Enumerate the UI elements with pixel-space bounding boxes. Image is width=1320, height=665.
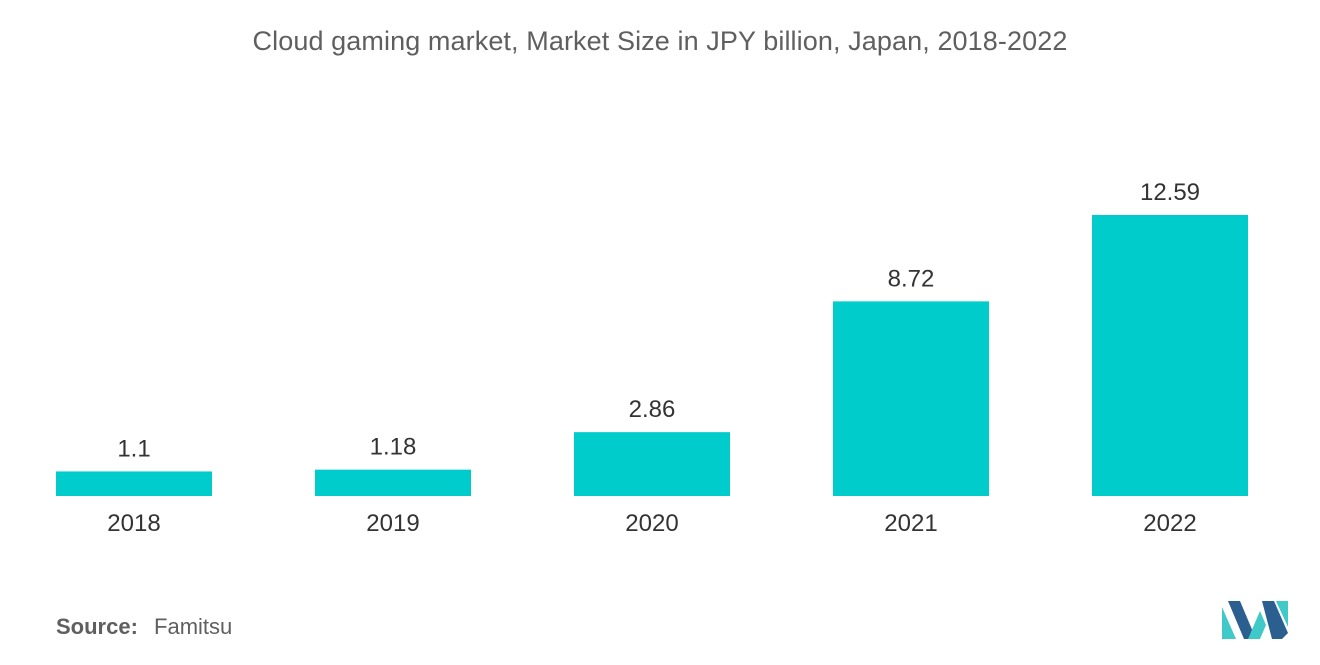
bar-2022 — [1092, 215, 1248, 496]
logo-left-stroke — [1222, 607, 1236, 639]
source-label: Source: — [56, 614, 138, 639]
bar-2019 — [315, 469, 471, 496]
data-label-2018: 1.1 — [117, 435, 150, 462]
logo-right-peak — [1262, 601, 1288, 639]
x-tick-label-2020: 2020 — [625, 510, 678, 537]
data-label-2019: 1.18 — [370, 434, 417, 461]
source-note: Source: Famitsu — [56, 614, 232, 640]
data-label-2022: 12.59 — [1140, 179, 1200, 206]
bar-chart: 1.1 2018 1.18 2019 2.86 2020 8.72 2021 12.59 2022 — [56, 179, 1248, 537]
logo-right-stroke — [1276, 601, 1288, 627]
x-tick-label-2022: 2022 — [1143, 510, 1196, 537]
x-tick-label-2021: 2021 — [884, 510, 937, 537]
logo-left-peak — [1228, 601, 1256, 639]
logo-mid-stroke — [1248, 611, 1266, 639]
x-tick-label-2019: 2019 — [366, 510, 419, 537]
data-label-2021: 8.72 — [888, 265, 935, 292]
chart-title: Cloud gaming market, Market Size in JPY … — [252, 26, 1068, 56]
brand-logo-icon — [1222, 601, 1288, 639]
bar-2020 — [574, 432, 730, 496]
bar-2021 — [833, 301, 989, 496]
bar-2018 — [56, 471, 212, 496]
x-tick-label-2018: 2018 — [107, 510, 160, 537]
source-value: Famitsu — [154, 614, 233, 639]
data-label-2020: 2.86 — [629, 396, 676, 423]
